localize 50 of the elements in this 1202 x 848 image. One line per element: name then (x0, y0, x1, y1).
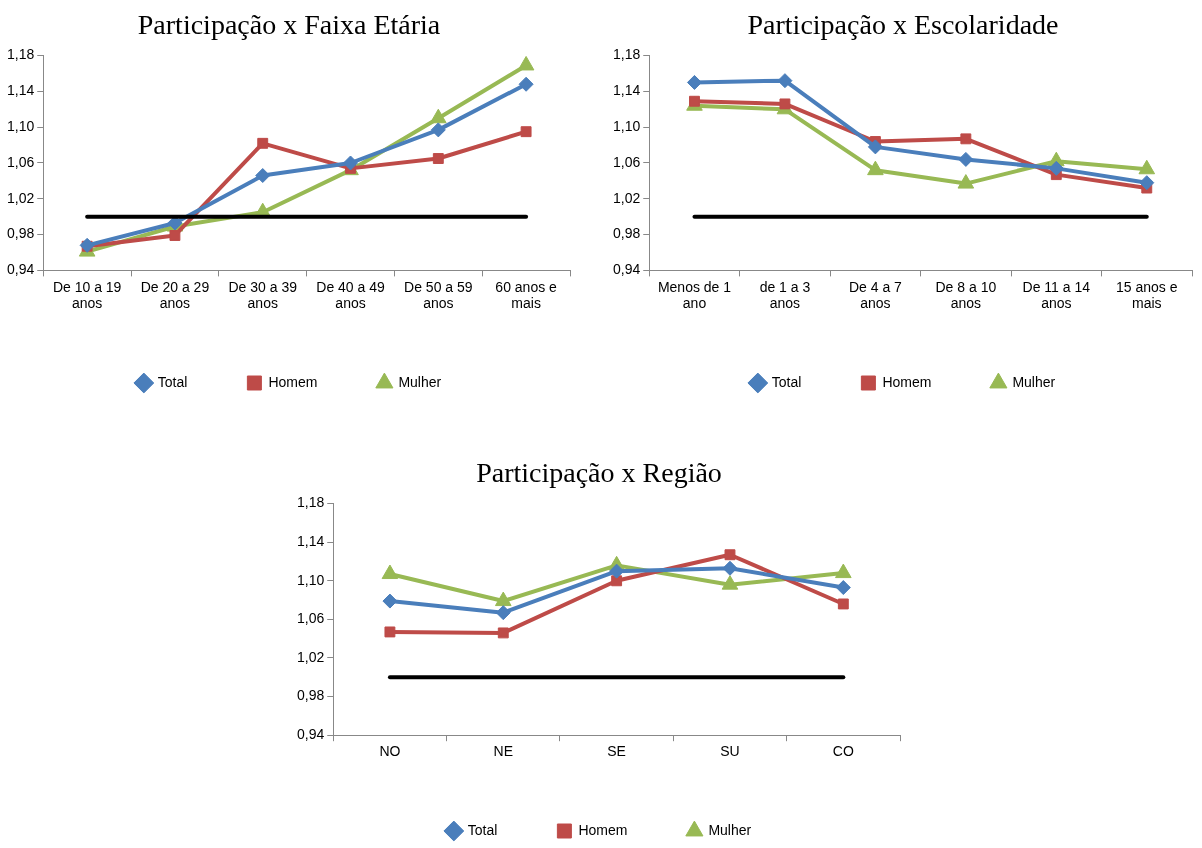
x-tick-label: de 1 a 3 anos (759, 278, 811, 312)
y-tick-label: 1,14 (613, 82, 641, 99)
y-tick-label: 1,06 (297, 610, 325, 627)
y-tick-label: 1,06 (613, 153, 641, 170)
x-tick-label: SE (607, 743, 626, 760)
y-tick-label: 1,14 (297, 533, 325, 550)
chart-title: Participação x Região (476, 457, 722, 489)
chart-title: Participação x Escolaridade (747, 9, 1059, 41)
y-tick-label: 1,10 (7, 118, 35, 135)
legend-label: Homem (882, 373, 932, 390)
x-tick-label: 60 anos e mais (495, 278, 558, 312)
x-tick-label: De 20 a 29 anos (140, 278, 210, 312)
y-tick-label: 0,98 (297, 687, 325, 704)
legend-label: Total (771, 373, 802, 390)
legend-label: Homem (268, 373, 318, 390)
legend-label: Mulher (1012, 373, 1056, 390)
legend-label: Total (467, 821, 498, 838)
y-tick-label: 1,06 (7, 153, 35, 170)
x-tick-label: Menos de 1 ano (657, 278, 732, 312)
y-tick-label: 0,94 (613, 261, 641, 278)
y-tick-label: 1,18 (613, 46, 641, 63)
y-tick-label: 0,98 (613, 225, 641, 242)
x-tick-label: De 10 a 19 anos (52, 278, 122, 312)
y-tick-label: 1,10 (613, 118, 641, 135)
x-tick-label: De 30 a 39 anos (228, 278, 298, 312)
x-tick-label: De 11 a 14 anos (1022, 278, 1091, 312)
y-tick-label: 1,10 (297, 571, 325, 588)
y-tick-label: 1,02 (613, 189, 641, 206)
y-tick-label: 1,02 (297, 648, 325, 665)
y-tick-label: 1,14 (7, 82, 35, 99)
x-tick-label: SU (720, 743, 740, 760)
legend-label: Homem (578, 821, 628, 838)
x-tick-label: De 4 a 7 anos (848, 278, 903, 312)
legend-label: Total (157, 373, 188, 390)
y-tick-label: 1,18 (297, 494, 325, 511)
legend-label: Mulher (398, 373, 442, 390)
y-tick-label: 0,94 (297, 726, 325, 743)
x-tick-label: NO (379, 743, 401, 760)
x-tick-label: De 50 a 59 anos (404, 278, 473, 312)
chart-title: Participação x Faixa Etária (137, 9, 441, 41)
y-tick-label: 0,94 (7, 261, 35, 278)
y-tick-label: 1,18 (7, 46, 35, 63)
x-tick-label: CO (832, 743, 854, 760)
x-tick-label: De 40 a 49 anos (316, 278, 385, 312)
y-tick-label: 0,98 (7, 225, 35, 242)
x-tick-label: De 8 a 10 anos (935, 278, 997, 312)
x-tick-label: 15 anos e mais (1116, 278, 1178, 312)
y-tick-label: 1,02 (7, 189, 35, 206)
legend-label: Mulher (708, 821, 752, 838)
x-tick-label: NE (493, 743, 513, 760)
